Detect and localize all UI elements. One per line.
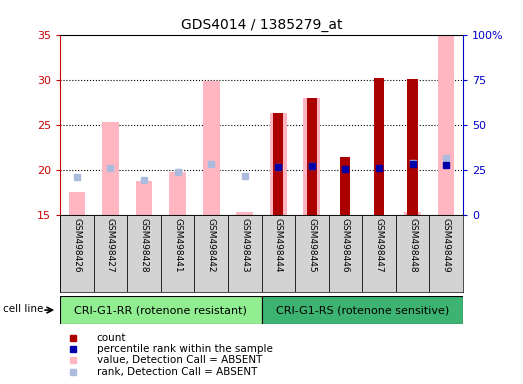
FancyBboxPatch shape bbox=[60, 215, 94, 292]
FancyBboxPatch shape bbox=[328, 215, 362, 292]
FancyBboxPatch shape bbox=[262, 215, 295, 292]
Text: GSM498427: GSM498427 bbox=[106, 218, 115, 273]
Text: GSM498426: GSM498426 bbox=[72, 218, 82, 273]
Text: CRI-G1-RR (rotenone resistant): CRI-G1-RR (rotenone resistant) bbox=[74, 305, 247, 315]
Bar bbox=[303, 98, 320, 215]
Text: count: count bbox=[97, 333, 126, 343]
FancyBboxPatch shape bbox=[60, 296, 262, 324]
FancyBboxPatch shape bbox=[396, 215, 429, 292]
Bar bbox=[102, 122, 119, 215]
FancyBboxPatch shape bbox=[262, 296, 463, 324]
Text: GSM498449: GSM498449 bbox=[441, 218, 451, 273]
FancyBboxPatch shape bbox=[429, 215, 463, 292]
Bar bbox=[374, 78, 384, 215]
Bar bbox=[340, 157, 350, 215]
Text: rank, Detection Call = ABSENT: rank, Detection Call = ABSENT bbox=[97, 367, 257, 377]
Text: GSM498448: GSM498448 bbox=[408, 218, 417, 273]
Text: value, Detection Call = ABSENT: value, Detection Call = ABSENT bbox=[97, 356, 262, 366]
Bar bbox=[135, 181, 152, 215]
Text: GSM498445: GSM498445 bbox=[308, 218, 316, 273]
Text: GSM498442: GSM498442 bbox=[207, 218, 215, 273]
FancyBboxPatch shape bbox=[295, 215, 328, 292]
Bar bbox=[169, 172, 186, 215]
Text: cell line: cell line bbox=[3, 304, 43, 314]
Title: GDS4014 / 1385279_at: GDS4014 / 1385279_at bbox=[181, 18, 342, 32]
Text: GSM498447: GSM498447 bbox=[374, 218, 383, 273]
FancyBboxPatch shape bbox=[228, 215, 262, 292]
FancyBboxPatch shape bbox=[362, 215, 396, 292]
Bar bbox=[307, 98, 317, 215]
Bar bbox=[407, 79, 417, 215]
Text: GSM498446: GSM498446 bbox=[341, 218, 350, 273]
FancyBboxPatch shape bbox=[161, 215, 195, 292]
Bar bbox=[404, 212, 421, 215]
Text: GSM498444: GSM498444 bbox=[274, 218, 283, 273]
FancyBboxPatch shape bbox=[94, 215, 127, 292]
Text: GSM498443: GSM498443 bbox=[240, 218, 249, 273]
Bar bbox=[236, 212, 253, 215]
FancyBboxPatch shape bbox=[127, 215, 161, 292]
Text: GSM498441: GSM498441 bbox=[173, 218, 182, 273]
Text: GSM498428: GSM498428 bbox=[140, 218, 149, 273]
Text: percentile rank within the sample: percentile rank within the sample bbox=[97, 344, 272, 354]
Bar bbox=[438, 35, 454, 215]
Bar bbox=[69, 192, 85, 215]
Bar bbox=[270, 113, 287, 215]
Bar bbox=[273, 113, 283, 215]
Bar bbox=[203, 81, 220, 215]
FancyBboxPatch shape bbox=[195, 215, 228, 292]
Text: CRI-G1-RS (rotenone sensitive): CRI-G1-RS (rotenone sensitive) bbox=[276, 305, 449, 315]
